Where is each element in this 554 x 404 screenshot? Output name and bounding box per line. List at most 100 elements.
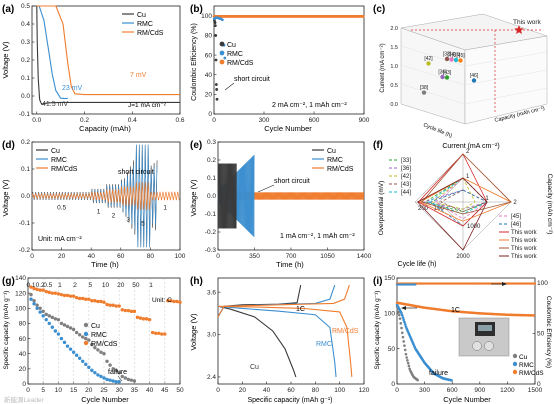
annotation-unit: Unit: mA cm⁻² <box>38 236 82 243</box>
data-point-rmcds <box>99 299 103 304</box>
x-ticks: 0 350 700 1050 1400 <box>216 247 372 260</box>
data-point-rmcds <box>59 292 64 297</box>
annotation-rmcds: RM/CdS <box>332 328 359 335</box>
y-tick-label: 0.1 <box>21 166 30 173</box>
data-point-rmc <box>400 314 404 317</box>
data-point-rmc <box>108 378 112 382</box>
legend-label: [44] <box>401 190 411 196</box>
data-point <box>453 57 459 63</box>
discharge-curve-rmcds <box>217 305 353 377</box>
data-point-rmc <box>84 362 88 367</box>
ce-point-rmc <box>414 283 417 286</box>
data-point-rmc <box>87 365 91 370</box>
y-ticks: -0.2 -0.1 0.0 0.1 0.2 <box>19 139 35 254</box>
y-tick-label: 0.0 <box>21 93 30 100</box>
data-point-rmcds <box>120 308 124 312</box>
radar-ticks: 2 1 1 2 1000 2000 100 200 <box>418 149 517 260</box>
x-ticks: 0 300 600 900 1200 1500 <box>395 381 543 394</box>
x-tick-label: 100 <box>334 387 345 394</box>
data-point-rmc <box>223 56 227 60</box>
y-tick-label: 0.0 <box>21 193 30 200</box>
x-tick-label: 900 <box>359 117 370 124</box>
radar-series-polygon <box>417 153 488 227</box>
device-screen <box>478 325 492 331</box>
data-point-cu <box>406 359 409 362</box>
legend-label-rmcds: RM/CdS <box>327 166 354 173</box>
y2-axis-label: Coulombic Efficiency (%) <box>545 296 552 368</box>
data-point-rmc <box>90 368 94 373</box>
data-point <box>444 56 450 62</box>
annotation-unit: Unit: C <box>152 297 172 304</box>
legend-label: This work <box>511 246 538 252</box>
plot-frame <box>31 5 181 115</box>
y2-tick-label: 50 <box>537 331 545 338</box>
data-point-cu <box>403 344 406 347</box>
data-point-rmcds <box>166 299 170 303</box>
radar-tick: 2 <box>513 200 517 206</box>
x-tick-label: 5 <box>41 387 45 394</box>
legend: Cu RMC RM/CdS <box>83 322 118 348</box>
y-tick-label: 0 <box>391 381 395 388</box>
data-point-cu <box>56 317 61 322</box>
y-tick-label: -0.1 <box>205 211 217 218</box>
data-point <box>440 74 445 80</box>
x-tick-label: 1200 <box>500 387 515 394</box>
rate-label: 2 <box>112 213 116 220</box>
data-point-rmc <box>62 340 67 345</box>
panel-i-long-cycling-capacity-chart: (i) Specific capacity (mAh g⁻¹) Coulombi… <box>373 275 552 404</box>
y-tick-label: 0 <box>208 111 212 118</box>
data-point-cu <box>105 359 109 363</box>
data-point-rmc <box>29 297 33 301</box>
y-axis-label: Coulombic Efficiency (%) <box>191 23 198 101</box>
data-point-rmcds <box>50 291 55 295</box>
legend-label: [36] <box>401 166 411 172</box>
x-tick-label: 25 <box>100 387 108 394</box>
data-point-rmc <box>117 380 121 384</box>
3d-grid-line <box>464 51 548 67</box>
panel-h-charge-discharge-chart: (h) Voltage (V) Specific capacity (mAh g… <box>189 276 370 404</box>
data-point-rmcds <box>102 300 106 304</box>
panel-label: (g) <box>2 276 15 287</box>
data-point-rmc <box>99 374 103 379</box>
legend-label-rmc: RMC <box>91 332 107 339</box>
data-point-rmcds <box>90 299 94 303</box>
legend-label: [46] <box>511 222 521 228</box>
data-point-rmc <box>68 347 73 351</box>
y-axis-label: Specific capacity (mAh g⁻¹) <box>374 291 381 370</box>
data-point <box>449 57 454 62</box>
point-label: [34] <box>447 52 456 58</box>
data-point-cu <box>111 367 115 371</box>
data-point-rmcds <box>68 294 73 298</box>
watermark: 新能源Leader <box>4 395 45 404</box>
x-tick-label: 0 <box>212 117 216 124</box>
x-tick-label: 0.2 <box>80 117 89 124</box>
data-point-cu <box>81 335 85 339</box>
z-tick-label: 0.5 <box>390 83 398 89</box>
y-tick-label: 80 <box>205 33 213 40</box>
y-tick-label: 40 <box>19 351 27 358</box>
annotation-short-circuit: short circuit <box>274 178 310 185</box>
legend-swatch-rmc <box>219 50 225 56</box>
charge-curve-rmc <box>217 284 336 318</box>
x-tick-label: 100 <box>175 253 186 260</box>
legend: [33] [36] [42] [43] [44] [45] [46] This work Thi… <box>389 158 538 260</box>
legend-label-rmc: RMC <box>227 51 243 58</box>
x-tick-label: 600 <box>309 117 320 124</box>
x-tick-label: 900 <box>474 387 485 394</box>
radar-tick: 200 <box>418 206 429 212</box>
data-point-rmcds <box>96 299 100 304</box>
data-point-rmcds <box>71 294 76 298</box>
panel-label: (i) <box>373 276 382 287</box>
legend-swatch-rmcds <box>83 340 89 346</box>
legend-label-rmc: RMC <box>327 157 343 164</box>
plot-frame <box>396 277 536 385</box>
rate-label: 0.2 <box>36 282 45 289</box>
data-point-cu <box>71 327 76 332</box>
data-point-rmcds <box>44 289 48 294</box>
x-tick-label: 10 <box>55 387 63 394</box>
x-tick-label: 300 <box>259 117 270 124</box>
data-point-cu <box>126 377 131 382</box>
data-point-cu <box>38 306 42 310</box>
legend-swatch-rmcds <box>512 369 518 375</box>
data-point-cu <box>213 24 217 28</box>
